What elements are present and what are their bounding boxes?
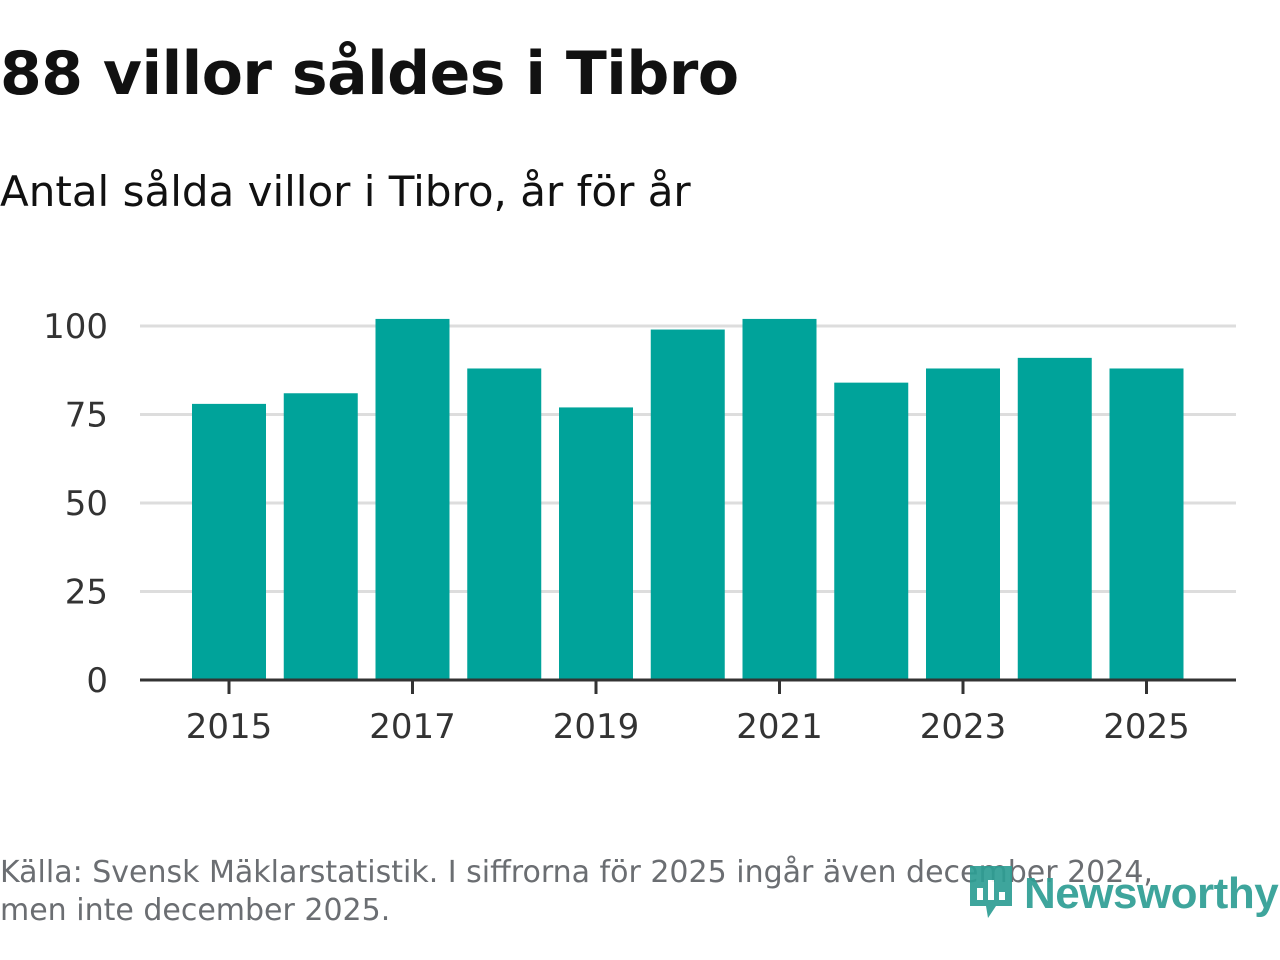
y-tick-label: 75 [65,396,108,436]
bar-2016 [283,393,358,680]
source-note-line-2: men inte december 2025. [0,893,391,928]
y-tick-label: 50 [65,484,108,524]
bar-2024 [1017,357,1092,680]
bar-2019 [559,407,633,680]
bar-2021 [742,318,817,680]
bar-2022 [834,382,909,680]
y-tick-label: 0 [86,661,108,701]
source-note: Källa: Svensk Mäklarstatistik. I siffror… [0,854,1230,930]
bars [192,318,1184,680]
bar-2020 [650,329,725,680]
source-note-line-1: Källa: Svensk Mäklarstatistik. I siffror… [0,855,1153,890]
x-tick-label: 2025 [1103,707,1190,747]
y-tick-label: 100 [43,307,108,347]
bar-2018 [467,368,542,680]
bar-2015 [192,403,266,680]
x-tick-label: 2017 [369,707,456,747]
bar-2023 [926,368,1000,680]
axes: 0 25 50 75 100 2015 2017 2019 2021 2023 2025 [43,307,1236,747]
chart-subtitle: Antal sålda villor i Tibro, år för år [0,167,691,216]
y-tick-label: 25 [65,573,108,613]
logo-text: Newsworthy [1024,869,1279,918]
x-tick-label: 2021 [736,707,823,747]
chart-title: 88 villor såldes i Tibro [0,39,739,109]
x-tick-label: 2015 [186,707,273,747]
bar-chart: 0 25 50 75 100 2015 2017 2019 2021 2023 2025 [43,307,1236,747]
bar-2017 [375,318,450,680]
x-tick-label: 2023 [920,707,1007,747]
bar-2025 [1109,368,1184,680]
newsworthy-logo: Newsworthy [966,862,1279,926]
x-tick-label: 2019 [553,707,640,747]
newsworthy-logo-icon [970,866,1012,918]
